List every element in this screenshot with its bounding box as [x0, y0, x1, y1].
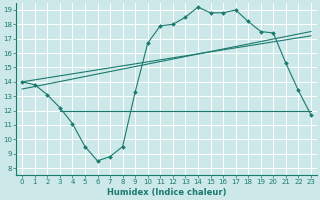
X-axis label: Humidex (Indice chaleur): Humidex (Indice chaleur) [107, 188, 226, 197]
